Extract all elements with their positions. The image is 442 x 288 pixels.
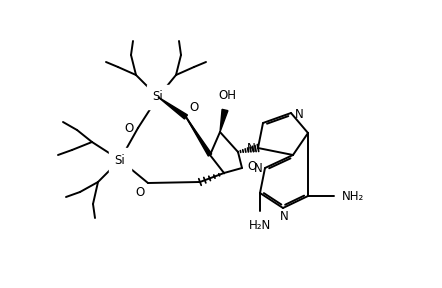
Polygon shape [220,109,228,132]
Text: N: N [295,107,304,120]
Text: Si: Si [114,154,126,166]
Text: N: N [254,162,263,175]
Text: N: N [247,141,256,154]
Text: Si: Si [152,90,164,103]
Text: O: O [247,160,256,173]
Text: O: O [189,101,198,114]
Text: NH₂: NH₂ [342,190,364,202]
Polygon shape [158,97,187,119]
Text: N: N [280,210,288,223]
Text: OH: OH [218,89,236,102]
Text: H₂N: H₂N [249,219,271,232]
Polygon shape [186,117,212,156]
Text: O: O [125,122,134,134]
Text: O: O [136,186,145,199]
